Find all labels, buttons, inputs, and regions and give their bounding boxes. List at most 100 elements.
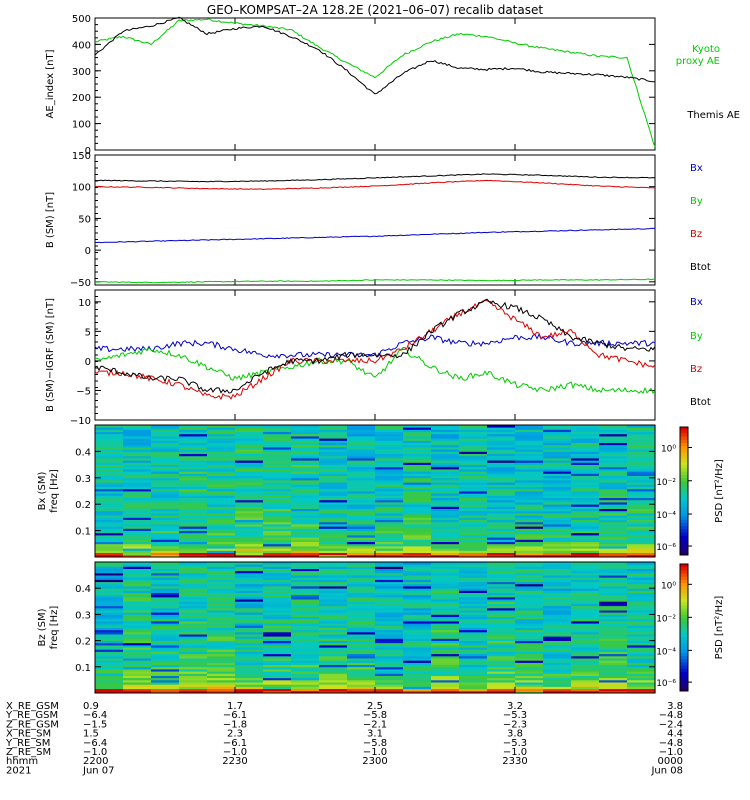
spectrogram-cell xyxy=(375,425,404,428)
x-axis-value: 3.8 xyxy=(667,701,683,712)
spectrogram-cell xyxy=(599,566,628,569)
spectrogram-cell xyxy=(459,638,488,641)
spectrogram-cell xyxy=(599,433,628,437)
spectrogram-cell xyxy=(543,543,572,547)
spectrogram-cell xyxy=(263,504,292,507)
spectrogram-cell xyxy=(179,429,208,432)
spectrogram-cell xyxy=(627,480,656,483)
spectrogram-cell xyxy=(627,475,656,479)
spectrogram-cell xyxy=(403,653,432,657)
spectrogram-cell xyxy=(599,572,628,576)
spectrogram-cell xyxy=(319,568,348,572)
spectrogram-cell xyxy=(207,645,236,648)
spectrogram-cell xyxy=(319,642,348,646)
spectrogram-cell xyxy=(207,686,236,690)
spectrogram-cell xyxy=(571,568,600,572)
spectrogram-cell xyxy=(95,537,124,540)
spectrogram-cell xyxy=(319,462,348,465)
spectrogram-cell xyxy=(431,664,460,668)
spectrogram-cell xyxy=(487,583,516,587)
spectrogram-cell xyxy=(291,658,320,661)
spectrogram-cell xyxy=(375,570,404,574)
x-axis-value: −5.8 xyxy=(363,738,387,749)
spectrogram-cell xyxy=(543,590,572,593)
spectrogram-cell xyxy=(431,440,460,443)
spectrogram-cell xyxy=(291,655,320,659)
x-axis-value: 1.7 xyxy=(227,701,243,712)
spectrogram-cell xyxy=(291,594,320,598)
spectrogram-cell xyxy=(95,497,124,501)
spectrogram-cell xyxy=(347,427,376,430)
spectrogram-cell xyxy=(291,477,320,481)
spectrogram-cell xyxy=(487,636,516,639)
spectrogram-cell xyxy=(291,471,320,474)
spectrogram-cell xyxy=(431,521,460,525)
spectrogram-cell xyxy=(347,653,376,657)
spectrogram-cell xyxy=(347,588,376,591)
colorbar-segment xyxy=(680,611,688,616)
spectrogram-cell xyxy=(347,664,376,668)
spectrogram-cell xyxy=(235,537,264,540)
spectrogram-cell xyxy=(235,425,264,428)
spectrogram-cell xyxy=(95,477,124,481)
spectrogram-cell xyxy=(95,638,124,641)
spectrogram-cell xyxy=(403,552,432,556)
spectrogram-cell xyxy=(375,568,404,572)
spectrogram-cell xyxy=(627,684,656,687)
spectrogram-cell xyxy=(235,655,264,659)
spectrogram-cell xyxy=(403,513,432,516)
spectrogram-cell xyxy=(123,493,152,496)
spectrogram-cell xyxy=(95,539,124,542)
spectrogram-cell xyxy=(571,577,600,580)
spectrogram-cell xyxy=(459,688,488,692)
spectrogram-cell xyxy=(403,590,432,593)
spectrogram-cell xyxy=(179,535,208,538)
spectrogram-cell xyxy=(515,480,544,483)
spectrogram-cell xyxy=(347,688,376,692)
spectrogram-cell xyxy=(543,675,572,679)
spectrogram-cell xyxy=(599,596,628,600)
spectrogram-cell xyxy=(263,612,292,615)
spectrogram-cell xyxy=(347,541,376,545)
spectrogram-cell xyxy=(95,618,124,622)
spectrogram-cell xyxy=(95,433,124,437)
spectrogram-cell xyxy=(487,436,516,439)
spectrogram-cell xyxy=(515,469,544,472)
spectrogram-cell xyxy=(179,583,208,587)
spectrogram-cell xyxy=(403,515,432,518)
spectrogram-cell xyxy=(375,673,404,676)
spectrogram-cell xyxy=(123,592,152,596)
spectrogram-cell xyxy=(319,554,348,558)
y-tick-label: −50 xyxy=(70,278,91,289)
spectrogram-cell xyxy=(571,640,600,644)
spectrogram-cell xyxy=(375,449,404,452)
spectrogram-cell xyxy=(235,526,264,529)
spectrogram-cell xyxy=(403,449,432,452)
spectrogram-cell xyxy=(151,562,180,565)
spectrogram-cell xyxy=(515,618,544,622)
spectrogram-cell xyxy=(375,440,404,443)
legend-entry: proxy AE xyxy=(676,56,720,67)
spectrogram-cell xyxy=(431,686,460,690)
spectrogram-cell xyxy=(431,570,460,574)
legend-entry: Themis AE xyxy=(686,110,740,121)
spectrogram-cell xyxy=(291,517,320,520)
spectrogram-cell xyxy=(207,436,236,439)
spectrogram-cell xyxy=(123,605,152,609)
spectrogram-cell xyxy=(263,530,292,534)
spectrogram-cell xyxy=(403,526,432,529)
spectrogram-cell xyxy=(627,504,656,507)
spectrogram-cell xyxy=(291,588,320,591)
spectrogram-cell xyxy=(627,548,656,551)
spectrogram-cell xyxy=(375,497,404,501)
spectrogram-cell xyxy=(487,473,516,476)
spectrogram-cell xyxy=(571,497,600,501)
spectrogram-cell xyxy=(487,607,516,611)
spectrogram-cell xyxy=(151,655,180,659)
spectrogram-cell xyxy=(263,588,292,591)
spectrogram-cell xyxy=(319,449,348,452)
spectrogram-cell xyxy=(235,690,264,694)
spectrogram-cell xyxy=(207,493,236,496)
spectrogram-cell xyxy=(543,491,572,494)
